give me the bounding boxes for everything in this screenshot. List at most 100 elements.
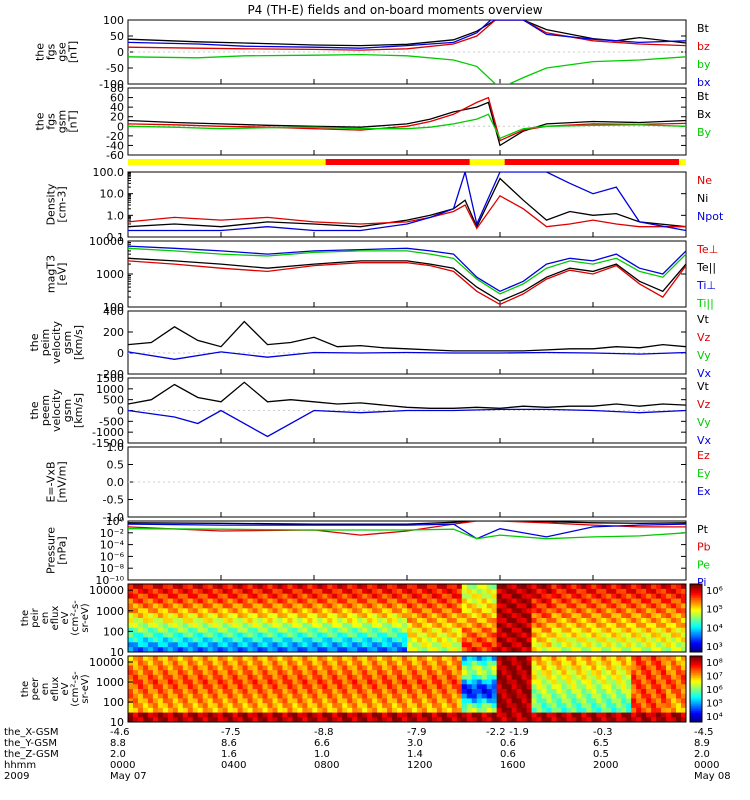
spectrogram-cell [142,689,149,695]
spectrogram-cell [257,656,264,662]
spectrogram-cell [456,674,463,681]
spectrogram-cell [671,637,677,643]
spectrogram-cell [411,689,418,695]
spectrogram-cell [392,608,398,614]
spectrogram-cell [372,588,378,595]
spectrogram-cell [152,627,159,634]
spectrogram-cell [402,693,408,699]
spectrogram-cell [227,674,234,681]
spectrogram-cell [511,647,518,653]
spectrogram-cell [227,703,234,709]
spectrogram-cell [247,598,254,604]
spectrogram-cell [312,689,318,695]
spectrogram-cell [312,674,318,681]
spectrogram-cell [456,632,463,638]
spectrogram-cell [292,689,298,695]
spectrogram-cell [367,689,373,695]
series-group [128,172,686,232]
spectrogram-cell [576,660,582,666]
spectrogram-cell [247,674,254,681]
spectrogram-cell [407,717,413,723]
spectrogram-cell [661,632,667,638]
spectrogram-cell [342,665,348,671]
spectrogram-cell [362,703,368,709]
spectrogram-cell [476,707,483,714]
spectrogram-cell [362,632,368,638]
spectrogram-cell [377,665,383,671]
spectrogram-cell [162,598,169,604]
spectrogram-cell [411,670,418,676]
colorbar-cell [690,618,702,621]
spectrogram-cell [287,603,293,609]
spectrogram-cell [407,689,413,695]
spectrogram-cell [132,642,139,648]
spectrogram-cell [671,707,677,714]
spectrogram-cell [561,660,567,666]
spectrogram-cell [287,717,293,723]
spectrogram-cell [446,632,453,638]
spectrogram-cell [197,588,204,595]
spectrogram-cell [212,632,219,638]
spectrogram-cell [676,660,682,666]
spectrogram-cell [377,613,383,619]
spectrogram-cell [197,603,204,609]
spectrogram-cell [541,712,547,718]
spectrogram-cell [641,717,647,723]
panel-frame [127,171,687,238]
spectrogram-cell [367,593,373,600]
spectrogram-cell [536,622,543,629]
colorbar-cell [690,635,702,638]
spectrogram-cell [441,679,448,685]
spectrogram-cell [676,613,682,619]
spectrogram-cell [387,618,393,624]
series-line-Npot [128,172,686,232]
spectrogram-cell [501,637,508,643]
spectrogram-cell [347,647,353,653]
spectrogram-cell [531,593,538,600]
spectrogram-cell [676,588,682,595]
spectrogram-cell [546,593,552,600]
spectrogram-cell [561,642,567,648]
y-axis-label: peir [30,607,41,627]
spectrogram-cell [431,584,438,590]
spectrogram-cell [616,598,622,604]
spectrogram-cell [192,613,199,619]
spectrogram-cell [182,684,189,690]
spectrogram-cell [317,593,323,600]
spectrogram-cell [436,698,443,704]
spectrogram-cell [501,603,508,609]
spectrogram-cell [197,679,204,685]
spectrogram-cell [621,613,627,619]
spectrogram-cell [128,665,134,671]
y-tick-label: -60 [106,149,124,162]
spectrogram-cell [641,598,647,604]
spectrogram-cell [237,618,244,624]
spectrogram-cell [357,679,363,685]
spectrogram-cell [302,660,308,666]
spectrogram-cell [227,693,234,699]
spectrogram-cell [511,712,518,718]
legend-entry: Pb [697,541,711,554]
colorbar-frame [689,583,703,653]
spectrogram-cell [297,665,303,671]
spectrogram-cell [671,679,677,685]
colorbar-cell [690,631,702,634]
spectrogram-cell [516,712,523,718]
spectrogram-cell [656,656,662,662]
spectrogram-cell [177,647,184,653]
spectrogram-cell [327,637,333,643]
spectrogram-cell [441,647,448,653]
spectrogram-cell [606,698,612,704]
spectrogram-cell [372,637,378,643]
spectrogram-cell [481,593,488,600]
colorbar-frame [689,655,703,723]
spectrogram-cell [421,689,428,695]
spectrogram-cell [601,703,607,709]
spectrogram-cell [526,717,533,723]
series-line-bx [128,20,686,49]
spectrogram-cell [257,674,264,681]
spectrogram-cell [676,670,682,676]
spectrogram-cell [242,608,249,614]
spectrogram-cell [541,613,547,619]
spectrogram-cell [397,703,403,709]
